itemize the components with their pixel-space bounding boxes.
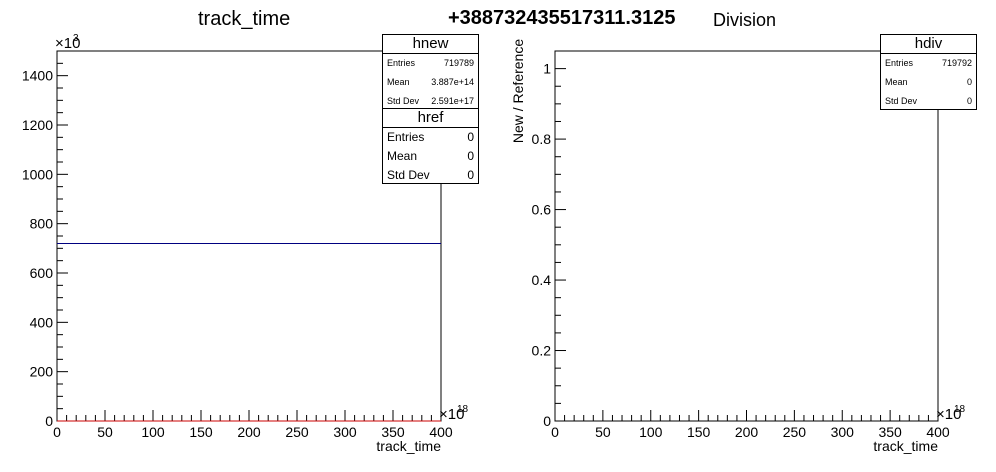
stat-row-entries: Entries 0 — [383, 128, 478, 147]
chart2-y-tick-label: 1 — [543, 61, 551, 77]
chart2-y-tick-label: 0.8 — [532, 131, 552, 147]
stat-row-mean: Mean 3.887e+14 — [383, 73, 478, 92]
chart2-x-tick-label: 300 — [831, 424, 855, 440]
chart2-x-axis-label: track_time — [873, 438, 938, 454]
stat-value: 0 — [966, 96, 972, 106]
chart1-y-tick-label: 1400 — [22, 68, 53, 84]
chart1-y-exponent: 3 — [73, 33, 79, 44]
chart1-y-tick-label: 1200 — [22, 117, 53, 133]
stat-row-mean: Mean 0 — [881, 73, 976, 92]
chart2-x-exponent-label: ×10 — [936, 406, 961, 423]
stat-label: Mean — [387, 149, 418, 163]
stat-value: 0 — [467, 168, 474, 182]
stat-label: Entries — [387, 130, 425, 144]
stat-label: Entries — [387, 58, 416, 68]
chart1-y-tick-label: 200 — [30, 364, 54, 380]
stat-value: 0 — [467, 130, 474, 144]
chart1-y-tick-label: 1000 — [22, 166, 53, 182]
stat-box-title: hdiv — [881, 35, 976, 54]
chart1-x-axis-label: track_time — [376, 438, 441, 454]
stat-value: 0 — [966, 77, 972, 87]
chart2-x-tick-label: 250 — [783, 424, 807, 440]
stat-box-title: href — [383, 109, 478, 128]
stat-label: Std Dev — [885, 96, 918, 106]
right-chart-title: Division — [713, 10, 777, 30]
chart1-x-tick-label: 300 — [333, 424, 357, 440]
chart1-x-exponent: 18 — [457, 404, 469, 415]
chart1-y-exponent-label: ×10 — [55, 35, 80, 52]
chart1-y-tick-label: 800 — [30, 216, 54, 232]
stat-row-std-dev: Std Dev 0 — [881, 92, 976, 110]
stat-box-hdiv: hdiv Entries 719792 Mean 0 Std Dev 0 — [880, 34, 977, 110]
stat-value: 719789 — [443, 58, 474, 68]
overlay-value-text: +388732435517311.3125 — [448, 7, 676, 29]
chart1-y-tick-label: 400 — [30, 314, 54, 330]
stat-label: Std Dev — [387, 168, 430, 182]
stat-box-href: href Entries 0 Mean 0 Std Dev 0 — [382, 108, 479, 184]
chart2-x-tick-label: 100 — [639, 424, 663, 440]
chart2-y-axis-label: New / Reference — [510, 39, 526, 143]
stat-label: Entries — [885, 58, 914, 68]
stat-value: 719792 — [941, 58, 972, 68]
stat-box-hnew: hnew Entries 719789 Mean 3.887e+14 Std D… — [382, 34, 479, 110]
chart1-x-tick-label: 400 — [429, 424, 453, 440]
stat-row-entries: Entries 719792 — [881, 54, 976, 73]
chart1-x-tick-label: 100 — [141, 424, 165, 440]
chart1-x-tick-label: 350 — [381, 424, 405, 440]
chart2-y-tick-label: 0.6 — [532, 202, 552, 218]
stat-label: Std Dev — [387, 96, 420, 106]
chart1-x-tick-label: 0 — [53, 424, 61, 440]
stat-value: 0 — [467, 149, 474, 163]
chart2-y-tick-label: 0.4 — [532, 272, 552, 288]
stat-row-std-dev: Std Dev 0 — [383, 166, 478, 184]
stat-value: 3.887e+14 — [431, 77, 474, 87]
chart1-x-exponent-label: ×10 — [439, 406, 464, 423]
chart1-x-tick-label: 50 — [97, 424, 113, 440]
chart1-x-tick-label: 250 — [285, 424, 309, 440]
chart1-x-tick-label: 150 — [189, 424, 213, 440]
chart2-y-tick-label: 0 — [543, 413, 551, 429]
stat-label: Mean — [387, 77, 410, 87]
chart2-x-tick-label: 200 — [735, 424, 759, 440]
chart2-x-exponent: 18 — [954, 404, 966, 415]
chart2-x-tick-label: 400 — [926, 424, 950, 440]
chart1-y-tick-label: 600 — [30, 265, 54, 281]
chart1-y-tick-label: 0 — [45, 413, 53, 429]
stat-label: Mean — [885, 77, 908, 87]
stat-value: 2.591e+17 — [431, 96, 474, 106]
left-chart-title: track_time — [198, 8, 291, 30]
chart2-y-tick-label: 0.2 — [532, 343, 552, 359]
stat-box-title: hnew — [383, 35, 478, 54]
chart2-x-tick-label: 350 — [878, 424, 902, 440]
chart2-x-tick-label: 50 — [595, 424, 611, 440]
chart1-x-tick-label: 200 — [237, 424, 261, 440]
stat-row-mean: Mean 0 — [383, 147, 478, 166]
stat-row-std-dev: Std Dev 2.591e+17 — [383, 92, 478, 110]
chart2-x-tick-label: 0 — [551, 424, 559, 440]
stat-row-entries: Entries 719789 — [383, 54, 478, 73]
chart2-x-tick-label: 150 — [687, 424, 711, 440]
